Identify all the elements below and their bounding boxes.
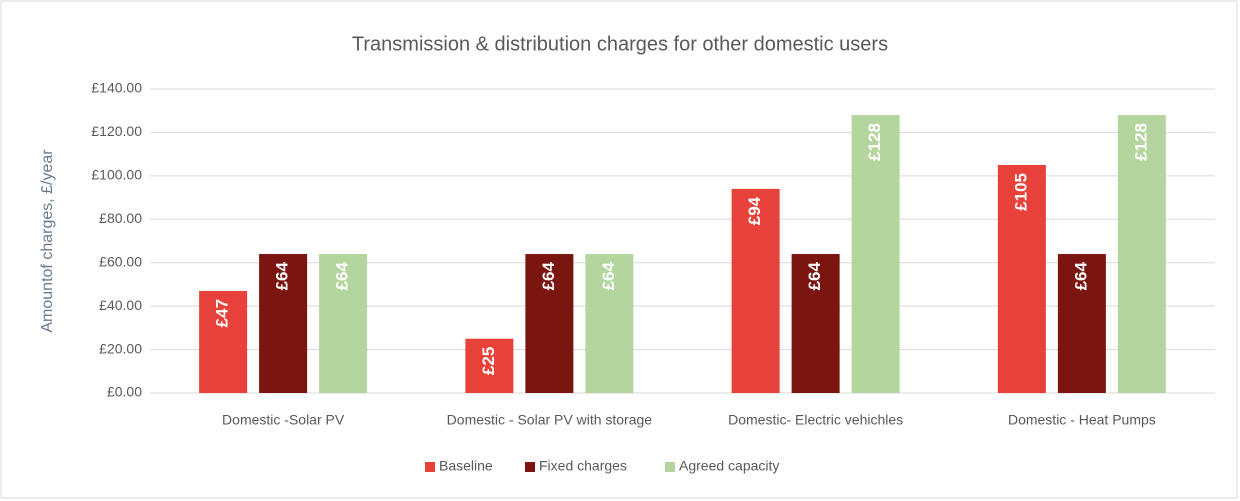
legend-swatch — [425, 462, 435, 472]
y-tick-label: £140.00 — [91, 80, 142, 96]
y-tick-label: £120.00 — [91, 123, 142, 139]
y-tick-label: £80.00 — [99, 210, 142, 226]
bar — [525, 254, 574, 393]
legend-swatch — [665, 462, 675, 472]
data-label: £64 — [333, 261, 352, 290]
data-label: £64 — [273, 261, 292, 290]
data-label: £25 — [479, 347, 498, 375]
bar — [731, 188, 780, 393]
y-tick-label: £60.00 — [99, 253, 142, 269]
legend-label: Baseline — [439, 458, 493, 474]
legend-label: Agreed capacity — [679, 458, 779, 474]
y-tick-label: £20.00 — [99, 340, 142, 356]
bar — [585, 254, 634, 393]
x-tick-label: Domestic -Solar PV — [222, 412, 345, 428]
bar — [319, 254, 368, 393]
bar — [1117, 115, 1166, 394]
data-label: £64 — [805, 261, 824, 290]
legend-swatch — [525, 462, 535, 472]
y-tick-label: £0.00 — [107, 384, 142, 400]
x-tick-label: Domestic- Electric vehichles — [728, 412, 903, 428]
x-tick-label: Domestic - Solar PV with storage — [447, 412, 653, 428]
data-label: £64 — [599, 261, 618, 290]
data-label: £128 — [865, 123, 884, 161]
data-label: £64 — [539, 261, 558, 290]
y-tick-label: £100.00 — [91, 167, 142, 183]
legend-label: Fixed charges — [539, 458, 627, 474]
bar — [791, 254, 840, 393]
bar — [851, 115, 900, 394]
data-label: £94 — [745, 196, 764, 225]
x-tick-label: Domestic - Heat Pumps — [1008, 412, 1156, 428]
bar — [465, 338, 514, 393]
y-axis-title: Amountof charges, £/year — [39, 149, 56, 333]
data-label: £128 — [1131, 123, 1150, 161]
data-label: £64 — [1071, 261, 1090, 290]
chart-title: Transmission & distribution charges for … — [352, 33, 888, 55]
bar — [259, 254, 308, 393]
data-label: £47 — [213, 299, 232, 327]
bar — [1057, 254, 1106, 393]
bar — [199, 290, 248, 393]
bar — [997, 165, 1046, 393]
data-label: £105 — [1011, 173, 1030, 211]
y-tick-label: £40.00 — [99, 297, 142, 313]
